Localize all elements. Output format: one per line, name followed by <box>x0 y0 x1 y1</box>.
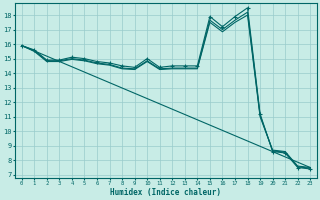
X-axis label: Humidex (Indice chaleur): Humidex (Indice chaleur) <box>110 188 221 197</box>
